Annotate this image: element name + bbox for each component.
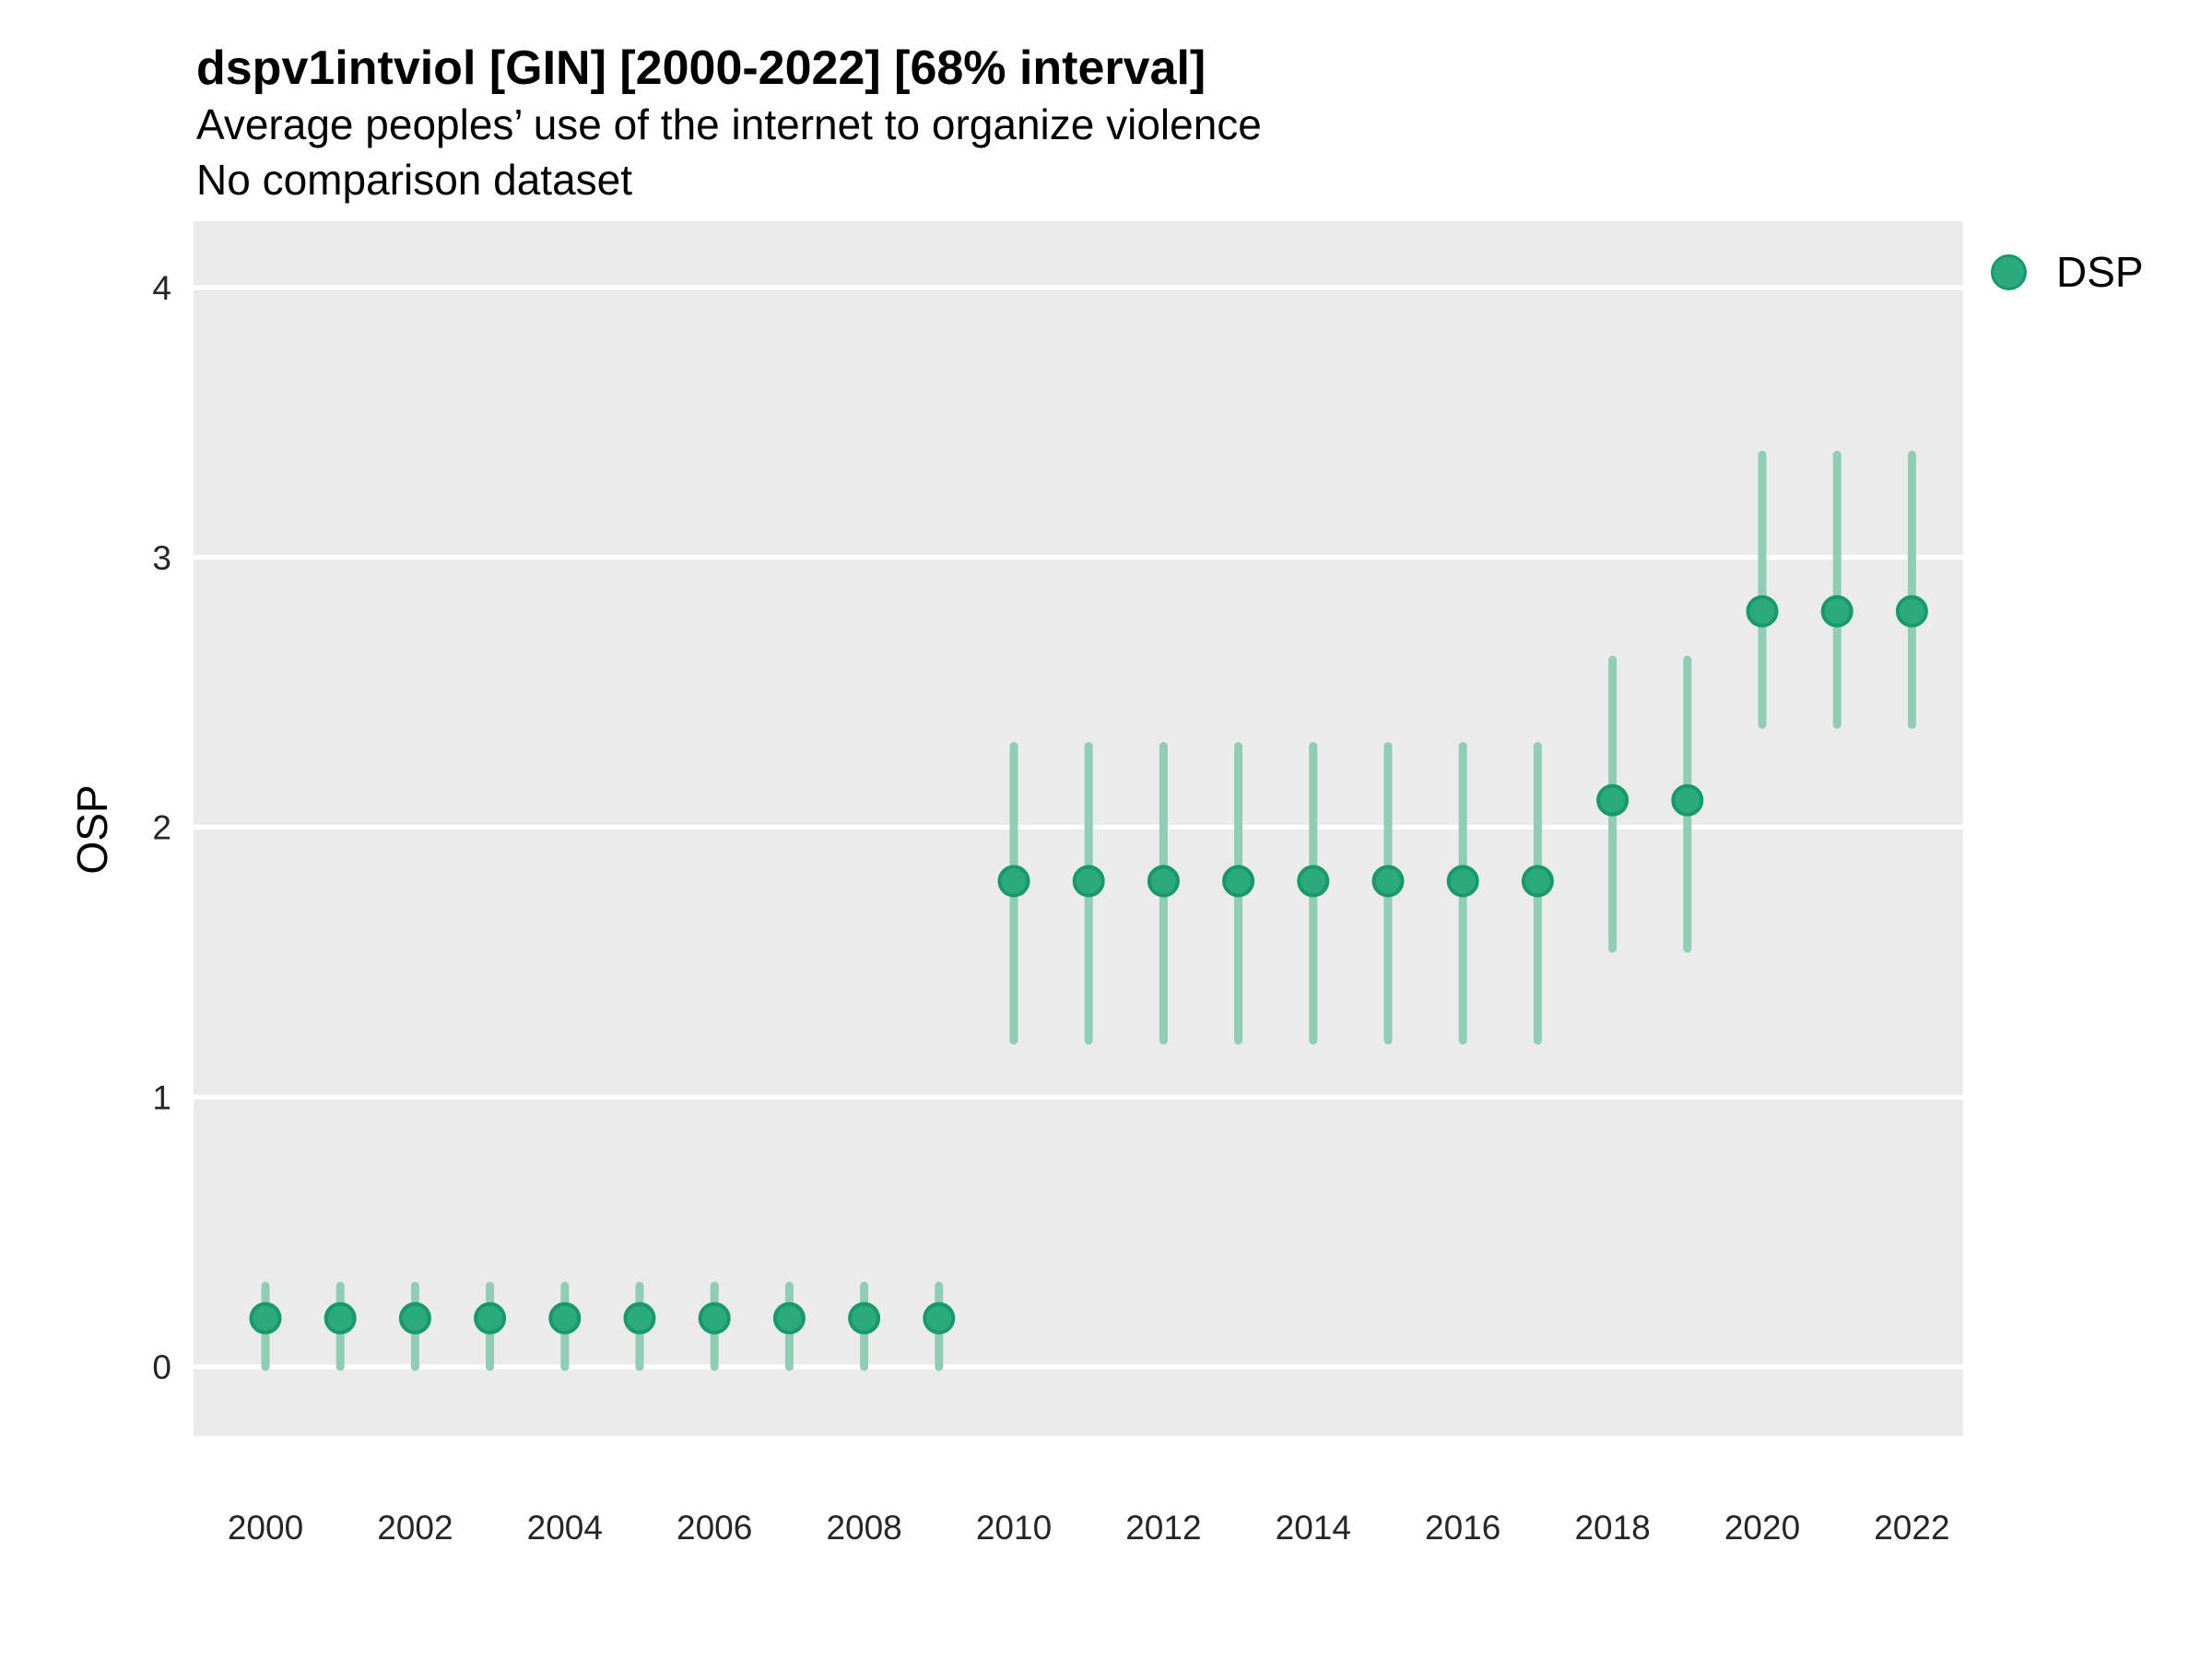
x-tick-label: 2018 — [1574, 1509, 1650, 1547]
page-title: dspv1intviol [GIN] [2000-2022] [68% inte… — [196, 41, 1206, 95]
data-point-2015 — [1371, 865, 1405, 898]
data-point-2007 — [772, 1301, 806, 1335]
data-point-2017 — [1521, 865, 1554, 898]
data-point-2021 — [1820, 594, 1853, 628]
data-point-2019 — [1671, 783, 1704, 817]
data-point-2018 — [1596, 783, 1630, 817]
y-tick-label: 2 — [152, 809, 171, 847]
data-point-2008 — [848, 1301, 881, 1335]
chart-subtitle: Average peoples’ use of the internet to … — [196, 100, 1262, 148]
x-tick-label: 2016 — [1425, 1509, 1500, 1547]
data-point-2020 — [1746, 594, 1779, 628]
data-point-2003 — [474, 1301, 507, 1335]
x-tick-label: 2008 — [826, 1509, 901, 1547]
data-point-2002 — [398, 1301, 431, 1335]
data-point-2009 — [923, 1301, 956, 1335]
data-point-2022 — [1895, 594, 1928, 628]
data-point-2014 — [1297, 865, 1330, 898]
y-tick-label: 3 — [152, 539, 171, 577]
x-tick-label: 2020 — [1724, 1509, 1800, 1547]
legend: DSP — [1991, 251, 2144, 293]
data-point-2013 — [1222, 865, 1255, 898]
y-tick-label: 1 — [152, 1078, 171, 1116]
data-point-2016 — [1446, 865, 1479, 898]
x-tick-label: 2000 — [228, 1509, 303, 1547]
data-point-2000 — [249, 1301, 282, 1335]
x-tick-label: 2004 — [527, 1509, 603, 1547]
data-point-2010 — [997, 865, 1030, 898]
x-tick-label: 2022 — [1874, 1509, 1949, 1547]
data-point-2001 — [324, 1301, 357, 1335]
y-tick-label: 4 — [152, 269, 171, 307]
data-point-2005 — [623, 1301, 656, 1335]
data-point-2004 — [548, 1301, 582, 1335]
x-tick-label: 2006 — [677, 1509, 752, 1547]
data-point-2006 — [698, 1301, 731, 1335]
x-tick-label: 2012 — [1125, 1509, 1201, 1547]
x-tick-label: 2010 — [976, 1509, 1052, 1547]
legend-point-icon — [1991, 253, 2027, 290]
data-point-2011 — [1072, 865, 1105, 898]
data-point-2012 — [1147, 865, 1180, 898]
y-tick-label: 0 — [152, 1348, 171, 1386]
x-tick-label: 2014 — [1276, 1509, 1351, 1547]
x-tick-label: 2002 — [377, 1509, 453, 1547]
legend-label: DSP — [2056, 248, 2144, 296]
chart-note: No comparison dataset — [196, 156, 633, 204]
